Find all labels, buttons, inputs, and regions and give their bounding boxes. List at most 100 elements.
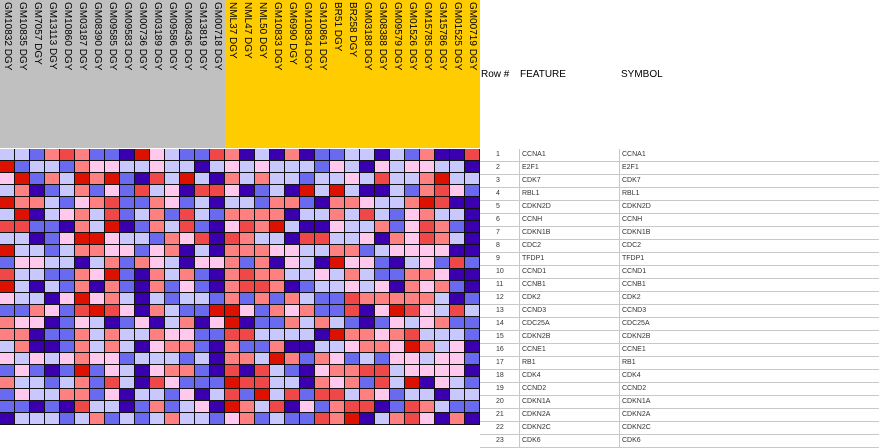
heatmap-cell[interactable]: [225, 365, 240, 377]
heatmap-cell[interactable]: [150, 257, 165, 269]
heatmap-cell[interactable]: [300, 149, 315, 161]
heatmap-cell[interactable]: [210, 173, 225, 185]
heatmap-cell[interactable]: [345, 365, 360, 377]
heatmap-cell[interactable]: [75, 365, 90, 377]
heatmap-cell[interactable]: [30, 305, 45, 317]
heatmap-cell[interactable]: [90, 305, 105, 317]
heatmap-cell[interactable]: [45, 209, 60, 221]
heatmap-cell[interactable]: [75, 245, 90, 257]
heatmap-cell[interactable]: [180, 269, 195, 281]
heatmap-cell[interactable]: [180, 173, 195, 185]
heatmap-cell[interactable]: [360, 389, 375, 401]
heatmap-cell[interactable]: [390, 197, 405, 209]
heatmap-cell[interactable]: [225, 329, 240, 341]
column-header[interactable]: GM08390 DGY: [90, 0, 105, 148]
heatmap-cell[interactable]: [60, 341, 75, 353]
heatmap-cell[interactable]: [135, 173, 150, 185]
heatmap-cell[interactable]: [120, 161, 135, 173]
heatmap-cell[interactable]: [330, 341, 345, 353]
heatmap-cell[interactable]: [360, 161, 375, 173]
heatmap-cell[interactable]: [195, 209, 210, 221]
heatmap-cell[interactable]: [435, 209, 450, 221]
heatmap-cell[interactable]: [375, 317, 390, 329]
heatmap-cell[interactable]: [15, 161, 30, 173]
heatmap-cell[interactable]: [420, 149, 435, 161]
heatmap-cell[interactable]: [390, 257, 405, 269]
heatmap-cell[interactable]: [120, 401, 135, 413]
heatmap-cell[interactable]: [450, 281, 465, 293]
heatmap-cell[interactable]: [300, 401, 315, 413]
heatmap-cell[interactable]: [255, 353, 270, 365]
heatmap-cell[interactable]: [270, 305, 285, 317]
heatmap-cell[interactable]: [195, 401, 210, 413]
heatmap-cell[interactable]: [270, 245, 285, 257]
heatmap-cell[interactable]: [240, 365, 255, 377]
heatmap-cell[interactable]: [0, 245, 15, 257]
heatmap-cell[interactable]: [240, 197, 255, 209]
heatmap-cell[interactable]: [465, 221, 480, 233]
heatmap-cell[interactable]: [60, 173, 75, 185]
heatmap-cell[interactable]: [30, 197, 45, 209]
heatmap-cell[interactable]: [135, 161, 150, 173]
heatmap-cell[interactable]: [90, 353, 105, 365]
heatmap-cell[interactable]: [225, 353, 240, 365]
table-row[interactable]: 13 CCND3 CCND3: [480, 305, 879, 318]
heatmap-cell[interactable]: [15, 185, 30, 197]
heatmap-cell[interactable]: [135, 365, 150, 377]
heatmap-cell[interactable]: [255, 293, 270, 305]
heatmap-cell[interactable]: [345, 221, 360, 233]
heatmap-cell[interactable]: [435, 233, 450, 245]
heatmap-cell[interactable]: [420, 293, 435, 305]
heatmap-cell[interactable]: [75, 269, 90, 281]
heatmap-cell[interactable]: [330, 305, 345, 317]
heatmap-cell[interactable]: [45, 149, 60, 161]
heatmap-cell[interactable]: [195, 269, 210, 281]
heatmap-cell[interactable]: [180, 161, 195, 173]
heatmap-cell[interactable]: [120, 257, 135, 269]
column-header[interactable]: NML37 DGY: [225, 0, 240, 148]
heatmap-cell[interactable]: [240, 269, 255, 281]
heatmap-cell[interactable]: [315, 293, 330, 305]
heatmap-cell[interactable]: [30, 353, 45, 365]
heatmap-cell[interactable]: [90, 161, 105, 173]
heatmap-cell[interactable]: [360, 413, 375, 425]
heatmap-cell[interactable]: [345, 317, 360, 329]
heatmap-cell[interactable]: [0, 233, 15, 245]
heatmap-cell[interactable]: [405, 233, 420, 245]
heatmap-cell[interactable]: [360, 233, 375, 245]
table-row[interactable]: 7 CDKN1B CDKN1B: [480, 227, 879, 240]
heatmap-cell[interactable]: [45, 161, 60, 173]
table-row[interactable]: 12 CDK2 CDK2: [480, 292, 879, 305]
heatmap-cell[interactable]: [255, 401, 270, 413]
heatmap-cell[interactable]: [465, 329, 480, 341]
heatmap-cell[interactable]: [90, 149, 105, 161]
heatmap-cell[interactable]: [150, 233, 165, 245]
heatmap-cell[interactable]: [75, 377, 90, 389]
heatmap-cell[interactable]: [225, 197, 240, 209]
heatmap-cell[interactable]: [30, 329, 45, 341]
heatmap-cell[interactable]: [195, 377, 210, 389]
heatmap-cell[interactable]: [285, 269, 300, 281]
heatmap-cell[interactable]: [465, 341, 480, 353]
heatmap-cell[interactable]: [300, 209, 315, 221]
heatmap-cell[interactable]: [105, 221, 120, 233]
heatmap-cell[interactable]: [300, 221, 315, 233]
heatmap-cell[interactable]: [270, 269, 285, 281]
heatmap-cell[interactable]: [255, 221, 270, 233]
heatmap-cell[interactable]: [240, 209, 255, 221]
heatmap-cell[interactable]: [90, 233, 105, 245]
heatmap-cell[interactable]: [405, 209, 420, 221]
heatmap-cell[interactable]: [345, 281, 360, 293]
heatmap-cell[interactable]: [225, 401, 240, 413]
heatmap-cell[interactable]: [405, 341, 420, 353]
heatmap-cell[interactable]: [360, 401, 375, 413]
heatmap-cell[interactable]: [405, 173, 420, 185]
table-row[interactable]: 1 CCNA1 CCNA1: [480, 149, 879, 162]
heatmap-cell[interactable]: [240, 329, 255, 341]
heatmap-cell[interactable]: [345, 377, 360, 389]
heatmap-cell[interactable]: [135, 149, 150, 161]
heatmap-cell[interactable]: [375, 341, 390, 353]
heatmap-cell[interactable]: [360, 269, 375, 281]
heatmap-cell[interactable]: [210, 341, 225, 353]
heatmap-cell[interactable]: [405, 149, 420, 161]
